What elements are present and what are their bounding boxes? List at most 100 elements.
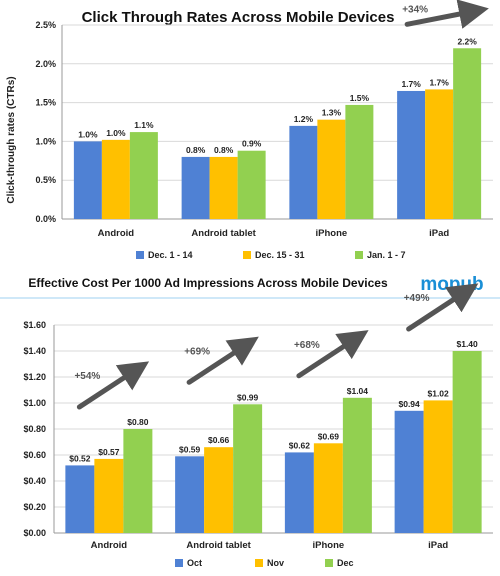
bar-iphone-jan-1-7 [345,104,374,219]
bar-iphone-dec [342,397,372,533]
category-label-android: Android [98,228,135,239]
bar-android-tablet-jan-1-7 [237,150,266,219]
data-label-android-tablet-jan-1-7: 0.9% [242,139,262,149]
category-label-iphone: iPhone [316,228,348,239]
bar-android-dec-1-14 [73,141,102,219]
trend-arrow-android [76,361,150,410]
bar-android-dec-15-31 [101,139,130,219]
chart-1-category-labels: Android Android tablet iPhone iPad [98,228,450,239]
bar-android-jan-1-7 [129,132,158,219]
data-label-iphone-nov: $0.69 [318,431,340,441]
chart-2-category-labels: Android Android tablet iPhone iPad [91,540,449,551]
bar-ipad-dec-1-14 [397,90,426,220]
legend-label-dec: Dec [337,558,354,568]
trend-arrow-ipad [406,283,479,332]
y-tick-label: $0.40 [23,476,46,486]
bar-iphone-dec-15-31 [317,119,346,219]
y-tick-label: $1.20 [23,372,46,382]
chart-1-legend: Dec. 1 - 14 Dec. 15 - 31 Jan. 1 - 7 [136,250,406,260]
chart-1-y-axis-label: Click-through rates (CTRs) [6,76,17,203]
bar-ipad-dec [452,351,482,533]
annotation-iphone: +68% [294,340,320,351]
category-label-iphone: iPhone [313,540,345,551]
legend-swatch-nov [255,559,263,567]
bar-ipad-nov [423,400,453,533]
chart-1-bars [73,48,482,220]
y-tick-label: $0.00 [23,528,46,538]
data-label-android-tablet-nov: $0.66 [208,435,230,445]
data-label-iphone-dec: $1.04 [347,386,369,396]
chart-1-annotations: +34% [402,0,489,29]
data-label-ipad-oct: $0.94 [398,399,420,409]
chart-1-data-labels: 1.0% 1.0% 1.1% 0.8% 0.8% 0.9% 1.2% 1.3% 1.5% 1.7%… [78,36,477,155]
legend-swatch-jan-1-7 [355,251,363,259]
category-label-android-tablet: Android tablet [186,540,251,551]
y-tick-label: $1.00 [23,398,46,408]
chart-2-annotations: +54% +69% +68% +49% [74,283,479,410]
y-tick-label: 2.0% [35,59,56,69]
bar-android-nov [94,458,124,533]
bar-android-dec [123,429,153,533]
y-tick-label: 0.0% [35,214,56,224]
data-label-android-tablet-dec-15-31: 0.8% [214,145,234,155]
chart-1-y-ticks: 0.0% 0.5% 1.0% 1.5% 2.0% 2.5% [35,20,56,224]
bar-android-tablet-dec-15-31 [209,156,238,219]
y-tick-label: $1.40 [23,346,46,356]
bar-android-tablet-dec [233,404,263,533]
data-label-android-nov: $0.57 [98,447,120,457]
chart-2-title: Effective Cost Per 1000 Ad Impressions A… [28,276,388,290]
data-label-ipad-dec-1-14: 1.7% [401,79,421,89]
bar-iphone-oct [284,452,314,533]
bar-android-tablet-oct [175,456,205,533]
legend-swatch-dec [325,559,333,567]
chart-2-legend: Oct Nov Dec [175,558,354,568]
bar-android-tablet-nov [204,447,234,533]
annotation-ipad: +34% [402,4,428,15]
legend-swatch-dec-1-14 [136,251,144,259]
legend-label-nov: Nov [267,558,284,568]
data-label-ipad-nov: $1.02 [427,388,449,398]
category-label-ipad: iPad [428,540,448,551]
y-tick-label: 1.5% [35,98,56,108]
data-label-ipad-jan-1-7: 2.2% [457,36,477,46]
data-label-ipad-dec-15-31: 1.7% [429,77,449,87]
annotation-android: +54% [74,371,100,382]
chart-1-title: Click Through Rates Across Mobile Device… [82,9,395,26]
category-label-android-tablet: Android tablet [191,228,256,239]
chart-2-data-labels: $0.52 $0.57 $0.80 $0.59 $0.66 $0.99 $0.62 $0.69… [69,339,478,463]
bar-ipad-jan-1-7 [453,48,482,219]
data-label-android-jan-1-7: 1.1% [134,120,154,130]
mopub-logo: mopub [420,274,483,295]
bar-ipad-dec-15-31 [425,89,454,220]
y-tick-label: 0.5% [35,175,56,185]
trend-arrow-android-tablet [186,336,259,385]
y-tick-label: 1.0% [35,136,56,146]
trend-arrow-ipad [404,0,489,29]
y-tick-label: $0.20 [23,502,46,512]
chart-2-y-ticks: $0.00 $0.20 $0.40 $0.60 $0.80 $1.00 $1.20 $1.40… [23,320,46,538]
category-label-android: Android [91,540,128,551]
data-label-android-tablet-dec-1-14: 0.8% [186,145,206,155]
trend-arrow-iphone [296,330,369,379]
legend-label-jan-1-7: Jan. 1 - 7 [367,250,406,260]
data-label-android-tablet-dec: $0.99 [237,392,259,402]
data-label-android-tablet-oct: $0.59 [179,444,201,454]
data-label-iphone-dec-15-31: 1.3% [322,108,342,118]
legend-label-oct: Oct [187,558,202,568]
data-label-android-dec: $0.80 [127,417,149,427]
legend-swatch-oct [175,559,183,567]
legend-label-dec-1-14: Dec. 1 - 14 [148,250,193,260]
y-tick-label: $1.60 [23,320,46,330]
data-label-iphone-oct: $0.62 [289,440,311,450]
bar-iphone-nov [313,443,343,533]
y-tick-label: $0.80 [23,424,46,434]
category-label-ipad: iPad [429,228,449,239]
annotation-android-tablet: +69% [184,346,210,357]
chart-2-bars [65,351,482,533]
annotation-ipad: +49% [404,293,430,304]
bar-android-oct [65,465,95,533]
data-label-android-oct: $0.52 [69,453,91,463]
data-label-android-dec-1-14: 1.0% [78,129,98,139]
legend-label-dec-15-31: Dec. 15 - 31 [255,250,305,260]
